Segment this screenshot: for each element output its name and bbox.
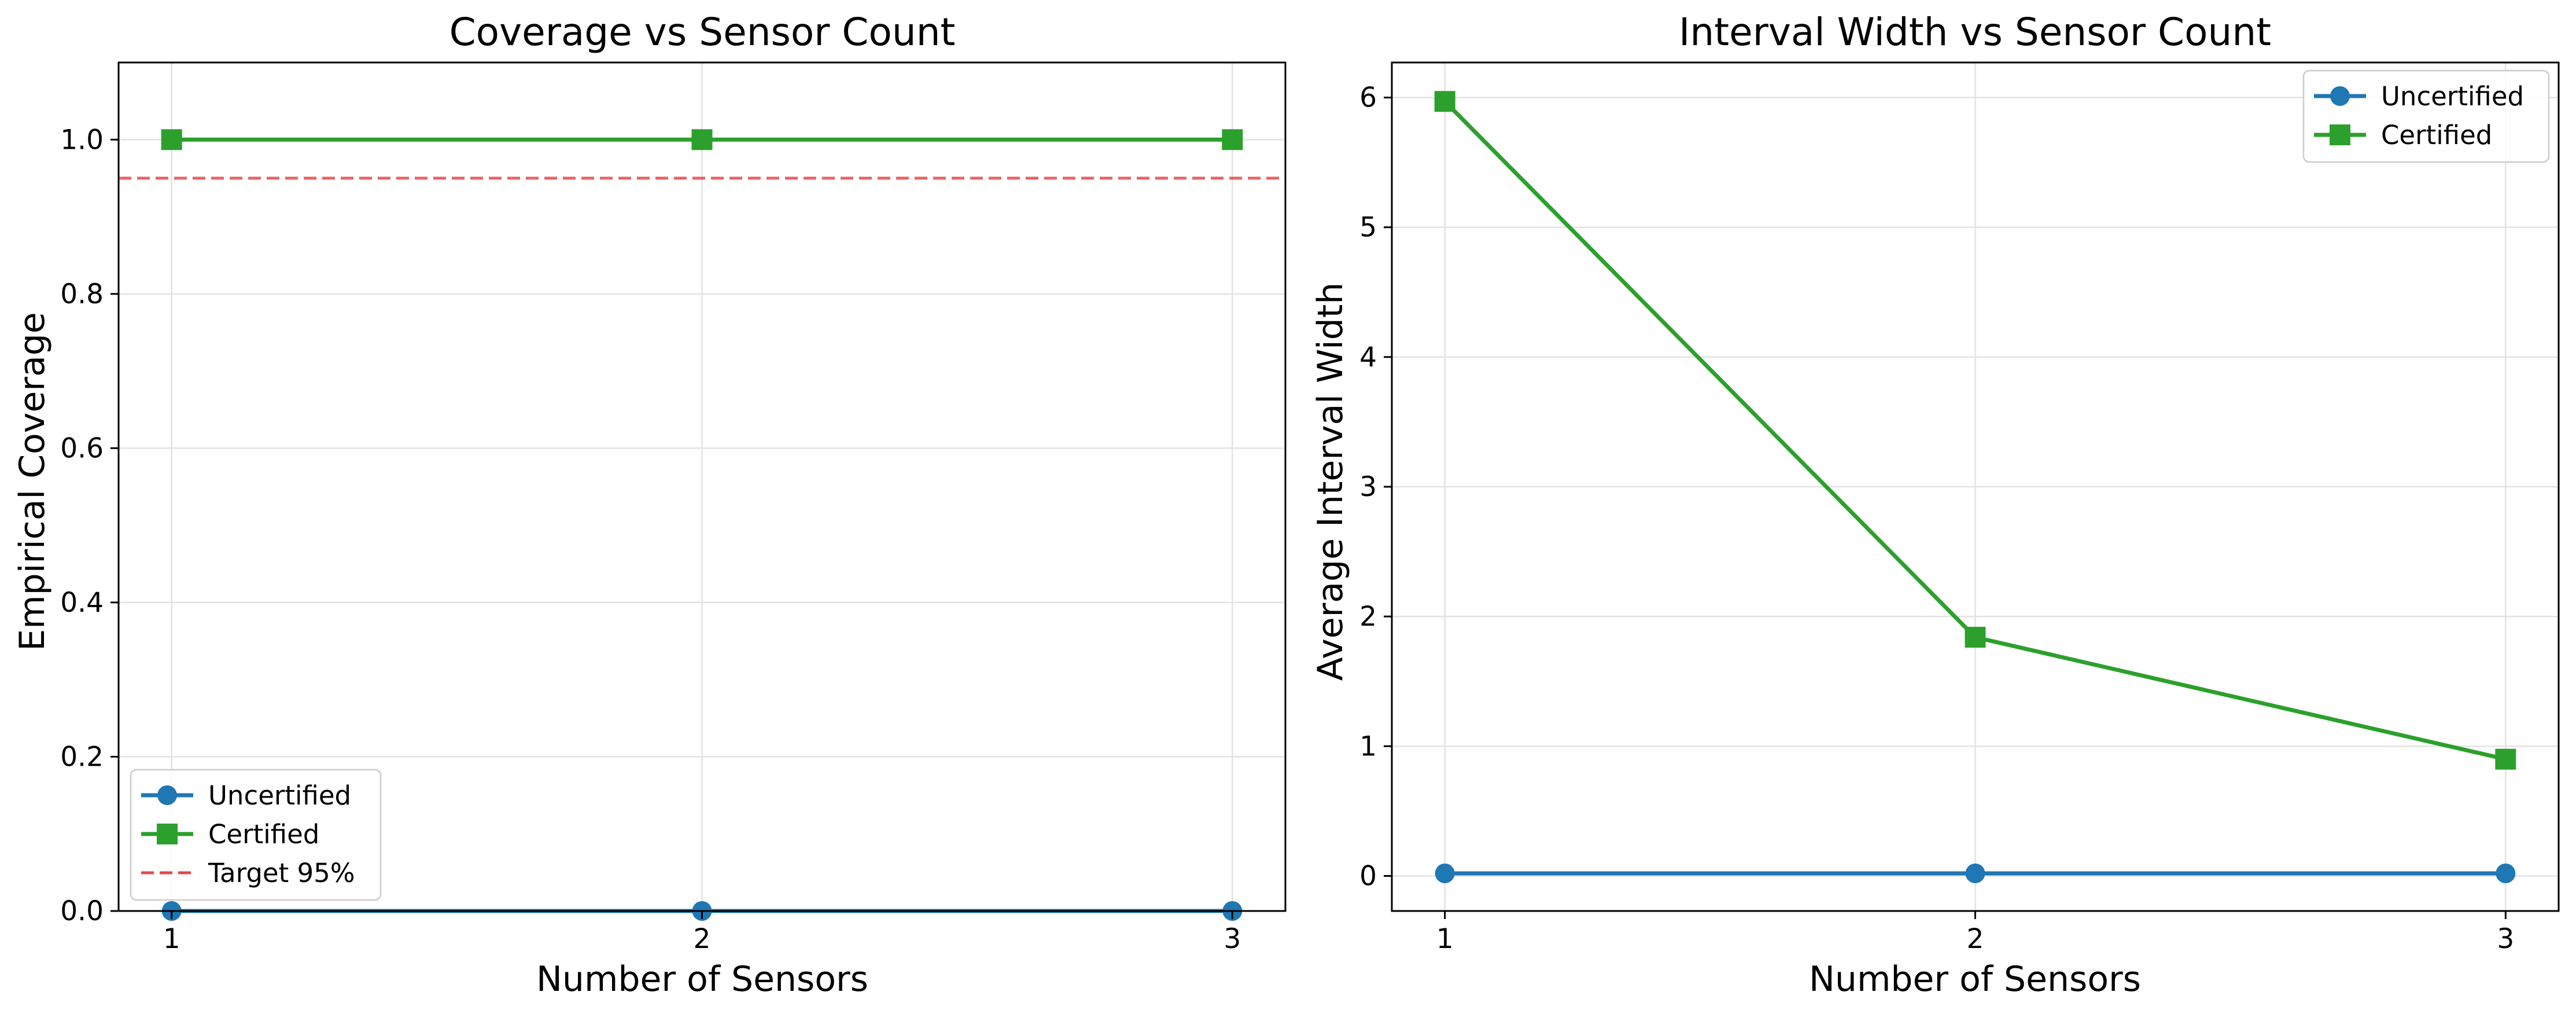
- x-axis-label: Number of Sensors: [536, 959, 868, 1000]
- data-point-certified: [2495, 748, 2516, 770]
- coverage-chart: Coverage vs Sensor Count Number of Senso…: [12, 10, 1287, 1000]
- y-tick-label: 0.0: [60, 895, 104, 927]
- y-tick-label: 0.8: [60, 278, 104, 310]
- x-tick-label: 1: [1436, 923, 1454, 955]
- legend-marker-uncertified: [2330, 86, 2350, 106]
- data-point-certified: [1965, 627, 1986, 648]
- series-layer: [1434, 91, 2516, 883]
- x-tick-label: 2: [1967, 923, 1984, 955]
- axes: 1 2 3 0.0 0.2 0.4 0.6 0.8 1.0: [60, 61, 1287, 955]
- y-tick-label: 5: [1359, 212, 1377, 244]
- legend-label: Certified: [208, 819, 319, 850]
- y-tick-label: 0.6: [60, 432, 104, 464]
- legend: Uncertified Certified Target 95%: [130, 769, 382, 901]
- legend-marker-uncertified: [157, 785, 177, 805]
- y-tick-label: 0: [1359, 860, 1377, 892]
- y-tick-label: 2: [1359, 601, 1377, 633]
- y-tick-label: 1: [1359, 730, 1377, 762]
- data-point-uncertified: [1435, 863, 1455, 883]
- legend-marker-certified: [2330, 124, 2350, 145]
- y-tick-label: 4: [1359, 341, 1377, 373]
- legend-box: [2302, 69, 2550, 163]
- x-tick-label: 2: [694, 923, 711, 955]
- axes: 1 2 3 0 1 2 3 4 5 6: [1359, 61, 2560, 955]
- legend-marker-certified: [157, 824, 178, 844]
- x-tick-label: 1: [163, 923, 180, 955]
- x-tick-label: 3: [2497, 923, 2514, 955]
- interval-width-chart: Interval Width vs Sensor Count Number of…: [1310, 10, 2560, 1000]
- y-axis-label: Empirical Coverage: [12, 312, 53, 651]
- data-point-uncertified: [2496, 863, 2516, 883]
- legend: Uncertified Certified: [2302, 69, 2550, 163]
- legend-box: [130, 769, 382, 901]
- data-point-certified: [161, 129, 182, 150]
- data-point-certified: [1222, 129, 1243, 150]
- y-tick-label: 3: [1359, 471, 1377, 503]
- y-tick-label: 1.0: [60, 124, 104, 156]
- chart-title: Coverage vs Sensor Count: [449, 10, 956, 54]
- legend-label: Uncertified: [2381, 81, 2524, 112]
- x-axis-label: Number of Sensors: [1809, 959, 2141, 1000]
- data-point-certified: [1434, 91, 1455, 112]
- chart-title: Interval Width vs Sensor Count: [1679, 10, 2271, 54]
- y-tick-label: 0.4: [60, 587, 104, 619]
- data-point-certified: [691, 129, 713, 150]
- y-axis-label: Average Interval Width: [1310, 282, 1351, 681]
- x-tick-label: 3: [1223, 923, 1241, 955]
- y-tick-label: 6: [1359, 82, 1377, 114]
- y-tick-label: 0.2: [60, 741, 104, 773]
- legend-label: Uncertified: [208, 780, 351, 811]
- grid: [1392, 63, 2559, 911]
- legend-label: Certified: [2381, 120, 2492, 150]
- data-point-uncertified: [1965, 863, 1985, 883]
- legend-label: Target 95%: [208, 858, 355, 888]
